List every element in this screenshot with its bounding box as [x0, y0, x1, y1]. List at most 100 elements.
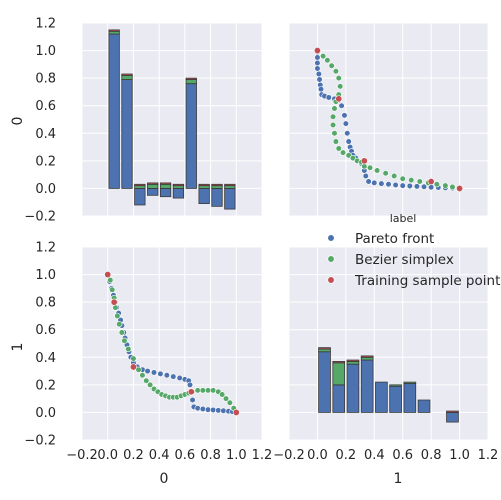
- bar-bezier-simplex-tl: [147, 183, 159, 189]
- point-bezier-simplex-bl: [130, 355, 137, 362]
- point-bezier-simplex-bl: [135, 366, 142, 373]
- point-bezier-simplex-tr: [449, 183, 456, 191]
- point-bezier-simplex-tr: [328, 62, 335, 69]
- legend-marker-pareto-front: [327, 234, 335, 242]
- bar-pareto-front-br: [332, 384, 346, 413]
- y-tick-label: −0.2: [24, 434, 56, 449]
- point-training-sample-point-tr: [360, 157, 368, 165]
- bar-training-sample-point-br: [346, 359, 360, 362]
- y-tick-label: 0.6: [35, 99, 56, 114]
- point-bezier-simplex-bl: [204, 387, 212, 394]
- point-pareto-front-tr: [392, 181, 399, 189]
- legend-label-training-sample-point: Training sample point: [354, 273, 500, 289]
- point-bezier-simplex-bl: [118, 329, 125, 336]
- point-bezier-simplex-tr: [320, 52, 327, 60]
- y-tick-label: 0.2: [35, 154, 56, 169]
- point-pareto-front-tr: [413, 183, 421, 190]
- y-tick-label: 0.2: [35, 378, 56, 393]
- y-tick-label: 1.0: [35, 44, 56, 59]
- x-tick-label: 0.6: [175, 448, 196, 463]
- x-tick-label: 0.0: [307, 448, 328, 463]
- bar-pareto-front-tl: [159, 188, 172, 198]
- bar-bezier-simplex-tl: [224, 185, 236, 189]
- point-pareto-front-tr: [406, 182, 413, 190]
- point-bezier-simplex-tr: [335, 145, 342, 152]
- point-pareto-front-tr: [315, 70, 322, 78]
- bar-bezier-simplex-br: [389, 384, 402, 387]
- point-bezier-simplex-tr: [416, 178, 423, 185]
- legend-title: label: [390, 212, 417, 225]
- bar-bezier-simplex-tl: [121, 74, 133, 80]
- bar-training-sample-point-tl: [159, 182, 172, 185]
- y-tick-label: 0.8: [35, 72, 56, 87]
- y-tick-label: 0.4: [35, 351, 56, 366]
- point-pareto-front-bl: [144, 367, 151, 375]
- point-pareto-front-tr: [365, 178, 372, 185]
- bar-training-sample-point-br: [332, 361, 346, 364]
- bar-pareto-front-br: [446, 412, 459, 423]
- point-training-sample-point-bl: [129, 363, 137, 371]
- bar-training-sample-point-tl: [134, 183, 146, 187]
- point-bezier-simplex-tr: [335, 75, 342, 82]
- x-tick-label: 1.0: [449, 448, 470, 463]
- point-pareto-front-tr: [378, 180, 385, 187]
- y-tick-label: 1.0: [35, 268, 56, 283]
- bar-training-sample-point-tl: [185, 77, 197, 80]
- point-bezier-simplex-tr: [339, 149, 347, 156]
- point-bezier-simplex-tr: [408, 177, 415, 184]
- point-pareto-front-tr: [338, 102, 345, 109]
- scatter-panel-1-vs-0: [288, 22, 489, 217]
- point-pareto-front-bl: [150, 369, 158, 376]
- bar-pareto-front-br: [417, 399, 431, 413]
- point-bezier-simplex-bl: [107, 276, 114, 284]
- x-tick-label: 0.4: [364, 448, 385, 463]
- bar-pareto-front-br: [318, 351, 331, 413]
- x-tick-label: −0.2: [273, 448, 305, 463]
- x-axis-label-left: 0: [160, 471, 169, 487]
- point-pareto-front-tr: [325, 94, 332, 101]
- scatter-panel-0-vs-1: −0.20.00.20.40.60.81.01.2−0.2 0.0 0.2 0.4 0.…: [24, 241, 272, 464]
- point-training-sample-point-bl: [110, 298, 118, 306]
- histogram-panel-variable-0: −0.2 0.0 0.2 0.4 0.6 0.8 1.0 1.2: [24, 17, 263, 225]
- legend-marker-bezier-simplex: [327, 255, 335, 263]
- point-pareto-front-tr: [314, 54, 321, 61]
- x-tick-label: 0.6: [392, 448, 413, 463]
- x-tick-label: 0.8: [200, 448, 221, 463]
- point-bezier-simplex-bl: [194, 387, 201, 394]
- bar-training-sample-point-br: [318, 347, 331, 350]
- bar-training-sample-point-tl: [172, 183, 185, 187]
- bar-training-sample-point-tl: [224, 183, 236, 187]
- bar-pareto-front-tl: [185, 83, 197, 189]
- point-pareto-front-tr: [385, 181, 392, 188]
- bar-bezier-simplex-tl: [198, 185, 210, 189]
- bar-training-sample-point-tl: [198, 183, 210, 187]
- legend-label-bezier-simplex: Bezier simplex: [355, 252, 454, 268]
- point-training-sample-point-bl: [232, 408, 240, 416]
- point-bezier-simplex-bl: [199, 387, 206, 394]
- point-training-sample-point-bl: [104, 271, 112, 279]
- point-pareto-front-bl: [194, 405, 201, 412]
- point-pareto-front-tr: [345, 138, 352, 145]
- y-tick-label: 0.6: [35, 323, 56, 338]
- point-pareto-front-bl: [220, 407, 227, 414]
- point-bezier-simplex-bl: [210, 387, 217, 394]
- bar-pareto-front-tl: [108, 33, 120, 189]
- point-bezier-simplex-tr: [374, 167, 381, 174]
- bar-pareto-front-tl: [134, 188, 146, 206]
- bar-bezier-simplex-br: [318, 348, 331, 353]
- point-bezier-simplex-tr: [329, 113, 337, 120]
- y-tick-label: 0.8: [35, 296, 56, 311]
- bar-bezier-simplex-br: [403, 381, 417, 384]
- point-pareto-front-bl: [215, 407, 222, 414]
- point-pareto-front-tr: [420, 183, 428, 190]
- x-tick-label: 0.0: [97, 448, 118, 463]
- bar-bezier-simplex-br: [360, 356, 374, 361]
- x-tick-label: 0.8: [421, 448, 442, 463]
- bar-training-sample-point-br: [360, 355, 374, 358]
- legend-label-pareto-front: Pareto front: [355, 231, 434, 247]
- point-pareto-front-tr: [344, 130, 351, 137]
- bar-pareto-front-br: [360, 359, 374, 413]
- bar-bezier-simplex-tl: [108, 30, 120, 35]
- point-training-sample-point-tr: [335, 95, 343, 103]
